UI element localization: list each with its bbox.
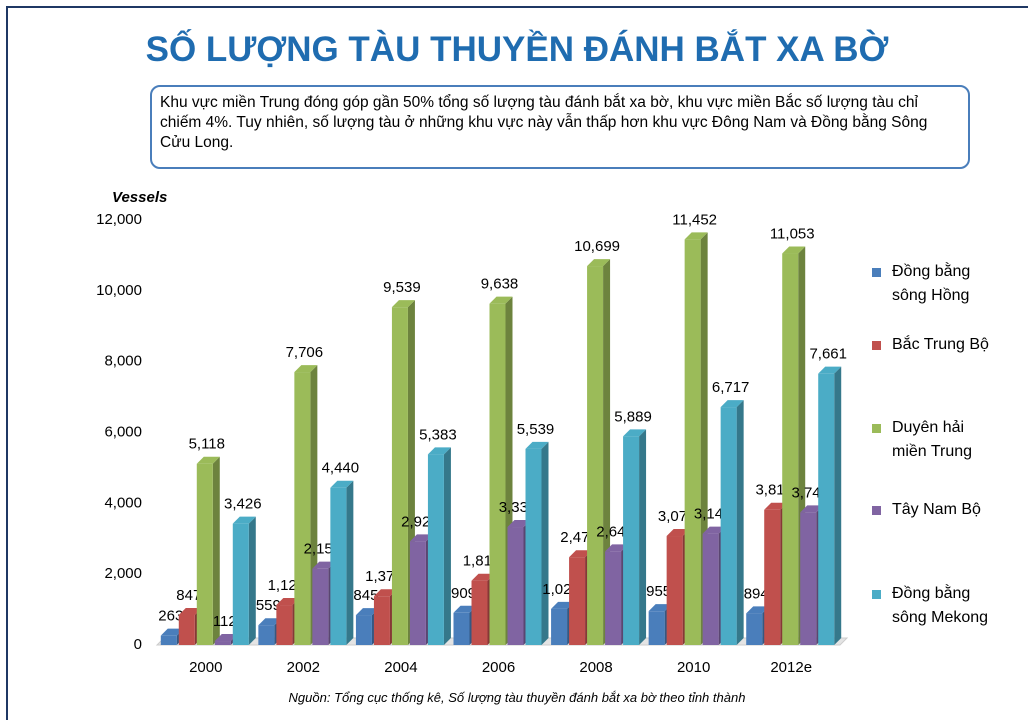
- y-tick-label: 8,000: [104, 353, 142, 370]
- legend-item: Đồng bằng sông Mekong: [872, 582, 1002, 630]
- legend-swatch: [872, 590, 881, 599]
- y-tick-label: 10,000: [96, 282, 142, 299]
- bar-side: [834, 367, 841, 645]
- bar: [746, 613, 762, 645]
- bar: [276, 605, 292, 645]
- bar: [526, 449, 542, 645]
- value-label: 10,699: [574, 238, 620, 255]
- y-tick-label: 4,000: [104, 494, 142, 511]
- bar: [721, 407, 737, 645]
- bar-side: [639, 429, 646, 645]
- y-axis-label: Vessels: [112, 189, 167, 206]
- bar: [374, 596, 390, 645]
- bar-side: [346, 481, 353, 645]
- bar: [685, 239, 701, 645]
- legend-item: Đồng bằng sông Hồng: [872, 260, 1002, 308]
- bar: [356, 615, 372, 645]
- source: Nguồn: Tổng cục thống kê, Số lượng tàu t…: [0, 690, 1034, 705]
- legend-swatch: [872, 424, 881, 433]
- bar: [215, 641, 231, 645]
- bar: [472, 581, 488, 645]
- x-tick-label: 2010: [677, 659, 710, 676]
- bar: [410, 541, 426, 645]
- y-tick-label: 0: [134, 636, 142, 653]
- bar: [179, 615, 195, 645]
- legend-swatch: [872, 506, 881, 515]
- bar: [197, 464, 213, 645]
- value-label: 7,706: [286, 344, 324, 361]
- bar: [330, 488, 346, 645]
- bar: [667, 536, 683, 645]
- value-label: 3,426: [224, 496, 262, 513]
- bar: [569, 557, 585, 645]
- x-tick-label: 2006: [482, 659, 515, 676]
- bar: [508, 527, 524, 645]
- legend-label: Đồng bằng sông Hồng: [892, 263, 970, 304]
- y-tick-label: 6,000: [104, 423, 142, 440]
- bar-side: [737, 400, 744, 645]
- bar: [454, 613, 470, 645]
- bar: [233, 524, 249, 645]
- legend-item: Bắc Trung Bộ: [872, 333, 1002, 357]
- bar: [764, 510, 780, 645]
- x-tick-label: 2008: [579, 659, 612, 676]
- x-tick-label: 2002: [287, 659, 320, 676]
- x-tick-label: 2000: [189, 659, 222, 676]
- bar: [490, 304, 506, 645]
- bar: [605, 551, 621, 645]
- value-label: 9,539: [383, 279, 421, 296]
- value-label: 6,717: [712, 379, 750, 396]
- bar: [649, 611, 665, 645]
- bar: [312, 569, 328, 645]
- legend-label: Duyên hải miền Trung: [892, 419, 972, 460]
- legend-label: Bắc Trung Bộ: [892, 336, 989, 353]
- callout: Khu vực miền Trung đóng góp gần 50% tổng…: [150, 85, 970, 169]
- value-label: 5,118: [189, 436, 225, 453]
- bar-side: [444, 447, 451, 645]
- legend-label: Đồng bằng sông Mekong: [892, 585, 988, 626]
- bar: [782, 254, 798, 645]
- value-label: 5,539: [517, 421, 555, 438]
- legend-swatch: [872, 341, 881, 350]
- value-label: 9,638: [481, 276, 519, 293]
- y-tick-label: 12,000: [96, 211, 142, 228]
- bar: [623, 436, 639, 645]
- bar: [428, 454, 444, 645]
- legend-item: Duyên hải miền Trung: [872, 416, 1002, 464]
- bar-side: [542, 442, 549, 645]
- x-tick-label: 2004: [384, 659, 417, 676]
- bar: [551, 609, 567, 645]
- value-label: 11,053: [770, 226, 815, 243]
- bar: [258, 625, 274, 645]
- slide: SỐ LƯỢNG TÀU THUYỀN ĐÁNH BẮT XA BỜ Vesse…: [0, 0, 1034, 723]
- bar: [392, 307, 408, 645]
- bar: [294, 372, 310, 645]
- legend-swatch: [872, 268, 881, 277]
- value-label: 5,383: [419, 426, 457, 443]
- value-label: 7,661: [809, 346, 847, 363]
- bar: [587, 266, 603, 645]
- legend-label: Tây Nam Bộ: [892, 501, 981, 518]
- value-label: 11,452: [672, 211, 717, 228]
- bar: [818, 374, 834, 645]
- bar-side: [249, 517, 256, 645]
- value-label: 4,440: [322, 460, 360, 477]
- value-label: 5,889: [614, 408, 652, 425]
- bar: [161, 636, 177, 645]
- y-tick-label: 2,000: [104, 565, 142, 582]
- legend-item: Tây Nam Bộ: [872, 498, 1002, 522]
- bar: [703, 534, 719, 645]
- x-tick-label: 2012e: [770, 659, 812, 676]
- bar: [800, 512, 816, 645]
